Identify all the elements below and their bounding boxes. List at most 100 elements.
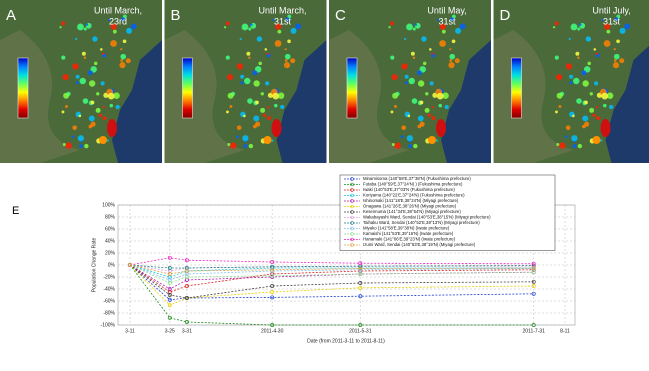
map-dot xyxy=(242,135,248,141)
map-dot xyxy=(569,75,573,79)
map-dot xyxy=(267,116,271,120)
map-dot xyxy=(420,101,424,105)
map-dot xyxy=(120,54,126,60)
map-dot xyxy=(126,58,131,63)
map-dot xyxy=(572,115,575,118)
x-axis-label: Date (from 2011-3-11 to 2011-8-11) xyxy=(307,338,385,344)
x-tick-label: 3-11 xyxy=(125,328,135,334)
map-dot xyxy=(252,70,257,75)
map-dot xyxy=(624,23,630,29)
map-dot xyxy=(577,27,580,30)
panel-label: C xyxy=(335,7,346,24)
legend-label: Kesennuma (141°34'E,38°54'N) (Miyagi pre… xyxy=(363,209,461,214)
y-tick-label: 100% xyxy=(102,202,115,208)
map-dot xyxy=(412,98,418,104)
x-tick-label: 2011-5-31 xyxy=(349,328,372,334)
map-dot xyxy=(63,74,69,80)
y-tick-label: -60% xyxy=(103,298,115,304)
x-tick-label: 2011-7-31 xyxy=(523,328,546,334)
map-dot xyxy=(257,36,262,41)
map-dot xyxy=(408,144,412,148)
map-dot xyxy=(578,144,582,148)
map-dot xyxy=(566,63,572,69)
map-dot xyxy=(444,105,448,109)
colorbar xyxy=(512,58,522,118)
map-dot xyxy=(619,58,624,63)
map-dot xyxy=(425,108,430,113)
map-dot xyxy=(449,54,455,60)
map-dot xyxy=(421,36,426,41)
map-dot xyxy=(82,52,86,56)
map-dot xyxy=(418,80,424,86)
map-dot xyxy=(616,39,620,43)
map-dot xyxy=(603,104,607,108)
map-hotspot xyxy=(264,136,272,144)
map-dot xyxy=(65,142,72,149)
map-dot xyxy=(59,26,61,28)
map-hotspot xyxy=(436,119,446,137)
map-dot xyxy=(85,23,88,26)
map-hotspot xyxy=(107,119,117,137)
map-dot xyxy=(72,63,78,69)
map-dot xyxy=(78,135,84,141)
colorbar xyxy=(18,58,28,118)
panel-caption: 31st xyxy=(438,16,456,26)
chart: E Population Change Rate Date (from 2011… xyxy=(12,175,575,344)
map-dot xyxy=(240,81,243,84)
map-dot xyxy=(559,142,566,149)
map-dot xyxy=(571,135,577,141)
y-tick-label: -80% xyxy=(103,310,115,316)
map-dot xyxy=(614,54,620,60)
panel-caption: Until May, xyxy=(427,5,466,15)
map-dot xyxy=(248,27,251,30)
map-dot xyxy=(228,93,234,99)
map-dot xyxy=(72,125,77,130)
map-dot xyxy=(226,21,230,25)
map-dot xyxy=(265,81,269,85)
map-dot xyxy=(404,38,406,40)
map-dot xyxy=(265,48,268,51)
map-dot xyxy=(414,23,417,26)
map-dot xyxy=(596,106,598,108)
map-dot xyxy=(584,101,588,105)
map-dot xyxy=(246,52,250,56)
map-dot xyxy=(408,115,411,118)
map-dot xyxy=(243,115,246,118)
map-dot xyxy=(428,114,431,117)
panel-label: B xyxy=(171,7,181,24)
map-dot xyxy=(237,63,243,69)
panel-caption: Until July, xyxy=(592,5,630,15)
map-panel: AUntil March,23rd xyxy=(0,0,162,163)
map-dot xyxy=(409,78,415,84)
map-dot xyxy=(448,62,454,68)
map-dot xyxy=(113,30,117,34)
x-tick-label: 8-11 xyxy=(560,328,570,334)
map-dot xyxy=(102,53,104,55)
map-dot xyxy=(240,75,244,79)
map-dot xyxy=(573,144,577,148)
map-dot xyxy=(226,56,230,60)
map-dot xyxy=(576,98,582,104)
map-dot xyxy=(267,106,269,108)
y-tick-label: 0% xyxy=(108,262,116,268)
map-dot xyxy=(285,54,291,60)
map-dot xyxy=(573,78,579,84)
map-dot xyxy=(295,23,301,29)
y-tick-label: -100% xyxy=(101,322,116,328)
map-dot xyxy=(75,38,77,40)
map-dot xyxy=(392,93,398,99)
map-dot xyxy=(555,21,559,25)
map-dot xyxy=(577,56,579,58)
map-hotspot xyxy=(99,136,107,144)
map-dot xyxy=(291,28,297,34)
figure: AUntil March,23rdBUntil March,31stCUntil… xyxy=(0,0,649,371)
map-dot xyxy=(575,52,579,56)
map-dot xyxy=(115,105,119,109)
map-dot xyxy=(582,80,588,86)
y-tick-label: -40% xyxy=(103,286,115,292)
map-dot xyxy=(413,144,417,148)
map-dot xyxy=(96,108,101,113)
legend-label: Onagawa (141°26'E,38°26'N) (Miyagi prefe… xyxy=(363,204,457,209)
legend-label: Wakabayashi Ward, Sendai (140°53'E,38°15… xyxy=(363,215,491,220)
map-dot xyxy=(460,23,466,29)
